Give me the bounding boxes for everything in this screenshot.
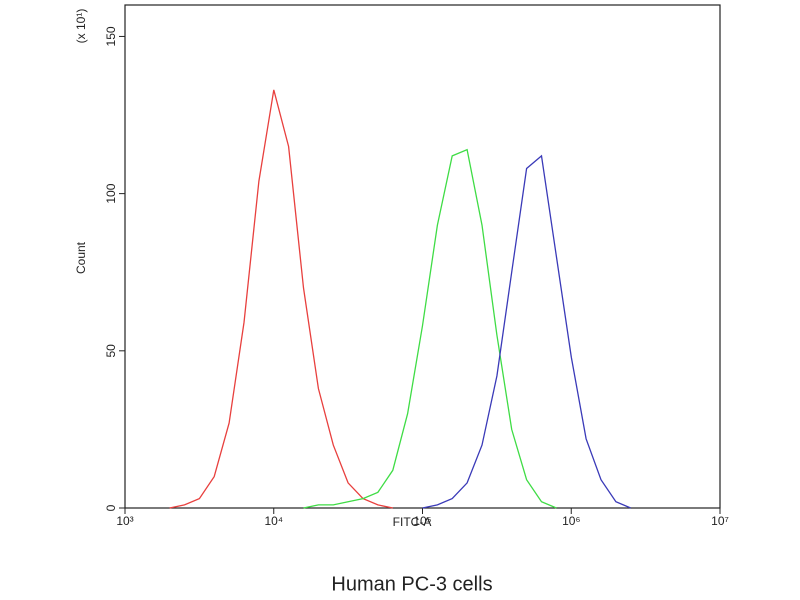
x-tick-label: 10⁷ [711, 514, 729, 528]
x-tick-label: 10⁴ [264, 514, 283, 528]
x-tick-label: 10⁶ [562, 514, 580, 528]
histogram-line [169, 89, 393, 509]
plot-frame [124, 4, 721, 509]
histogram-line [422, 154, 631, 509]
x-tick-label: 10⁵ [413, 514, 431, 528]
y-multiplier: (x 10¹) [74, 9, 88, 44]
x-axis-label: FITC-A [393, 515, 432, 529]
y-tick-label: 50 [104, 344, 118, 358]
y-axis-label: Count [74, 241, 88, 274]
x-tick-label: 10³ [116, 514, 133, 528]
y-tick-label: 0 [104, 504, 118, 511]
y-tick-label: 150 [104, 26, 118, 46]
histogram-line [303, 148, 557, 509]
chart-title: Human PC-3 cells [331, 573, 492, 595]
y-tick-label: 100 [104, 183, 118, 203]
